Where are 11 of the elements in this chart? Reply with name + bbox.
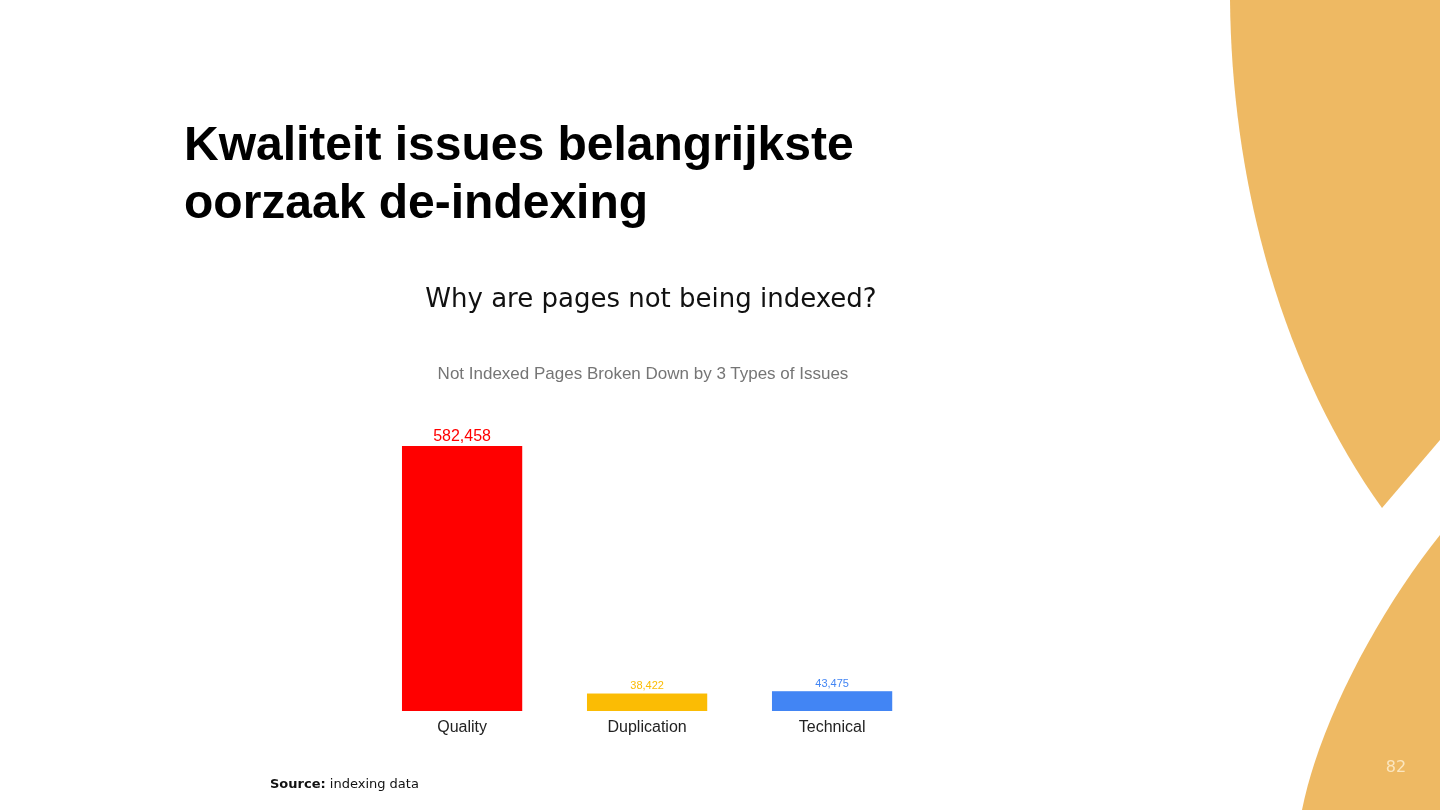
chart-subtitle: Why are pages not being indexed? bbox=[425, 283, 877, 313]
data-label: 43,475 bbox=[815, 676, 849, 689]
x-tick-label: Duplication bbox=[607, 717, 687, 735]
text: 82 bbox=[1385, 756, 1407, 776]
x-tick-label: Quality bbox=[437, 717, 487, 735]
chart-title: Kwaliteit issues belangrijkste oorzaak de-indexing bbox=[184, 117, 854, 228]
text: Not Indexed Pages Broken Down by 3 Types of Issues bbox=[437, 363, 849, 383]
source-note: Source: indexing data bbox=[270, 775, 419, 791]
x-tick-label: Technical bbox=[798, 717, 866, 735]
data-label: 582,458 bbox=[433, 426, 492, 444]
data-label: 38,422 bbox=[630, 679, 664, 692]
